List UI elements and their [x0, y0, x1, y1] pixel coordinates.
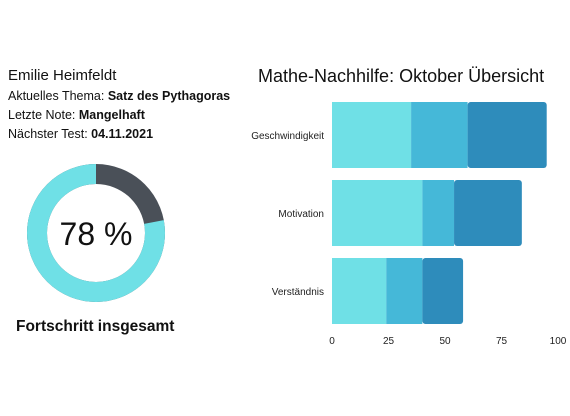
bar-segment-2-geschwindigkeit: [411, 102, 468, 168]
donut-fill: [27, 164, 165, 302]
chart-title: Mathe-Nachhilfe: Oktober Übersicht: [258, 66, 545, 86]
topic-label: Aktuelles Thema:: [8, 89, 105, 103]
bar-segment-3-motivation: [454, 180, 522, 246]
bar-segment-3-geschwindigkeit: [467, 102, 547, 168]
x-tick-label: 50: [439, 336, 451, 347]
progress-value: 78 %: [60, 216, 133, 252]
bar-segment-1-motivation: [332, 180, 423, 246]
test-label: Nächster Test:: [8, 127, 88, 141]
test-value: 04.11.2021: [91, 127, 154, 141]
grade-label: Letzte Note:: [8, 108, 76, 122]
x-tick-label: 100: [550, 336, 567, 347]
stacked-bar-chart: Geschwindigkeit Motivation Verständnis 0 25 5…: [251, 102, 567, 347]
topic-value: Satz des Pythagoras: [107, 89, 231, 103]
x-tick-label: 0: [329, 336, 335, 347]
grade-row: Letzte Note: Mangelhaft: [8, 106, 230, 125]
x-tick-label: 25: [383, 336, 395, 347]
topic-row: Aktuelles Thema: Satz des Pythagoras: [8, 87, 230, 106]
progress-caption: Fortschritt insgesamt: [16, 318, 175, 335]
student-info: Emilie Heimfeldt Aktuelles Thema: Satz d…: [8, 66, 230, 144]
bar-segment-3-verständnis: [422, 258, 464, 324]
bar-segment-2-verständnis: [386, 258, 423, 324]
category-label-motivation: Motivation: [278, 209, 324, 220]
category-label-verständnis: Verständnis: [272, 287, 324, 298]
progress-donut: 78 %: [27, 164, 165, 302]
x-tick-label: 75: [496, 336, 508, 347]
bar-segment-2-motivation: [422, 180, 455, 246]
student-name: Emilie Heimfeldt: [8, 67, 117, 84]
grade-value: Mangelhaft: [78, 108, 145, 122]
category-label-geschwindigkeit: Geschwindigkeit: [251, 131, 324, 142]
bar-segment-1-geschwindigkeit: [332, 102, 412, 168]
bar-segment-1-verständnis: [332, 258, 387, 324]
test-row: Nächster Test: 04.11.2021: [8, 125, 230, 144]
